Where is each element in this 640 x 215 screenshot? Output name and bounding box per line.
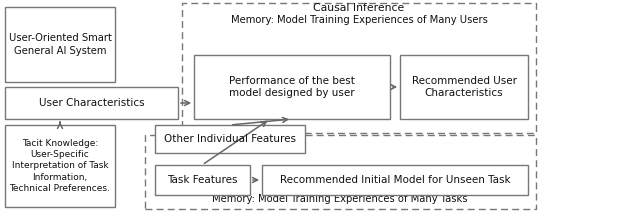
Text: Tacit Knowledge:
User-Specific
Interpretation of Task
Information,
Technical Pre: Tacit Knowledge: User-Specific Interpret… (10, 139, 111, 193)
Bar (155, 165, 250, 195)
Text: Recommended User
Characteristics: Recommended User Characteristics (412, 76, 516, 98)
Bar (5, 7, 115, 82)
Text: Recommended Initial Model for Unseen Task: Recommended Initial Model for Unseen Tas… (280, 175, 510, 185)
Text: Performance of the best
model designed by user: Performance of the best model designed b… (229, 76, 355, 98)
Bar (5, 125, 115, 207)
Bar (155, 125, 305, 153)
Text: Causal Inference: Causal Inference (314, 3, 404, 13)
Bar (262, 165, 528, 195)
Text: Meta-Learning: Meta-Learning (301, 183, 379, 193)
Text: User-Oriented Smart
General AI System: User-Oriented Smart General AI System (8, 33, 111, 56)
Text: Memory: Model Training Experiences of Many Users: Memory: Model Training Experiences of Ma… (230, 15, 488, 25)
Bar (182, 3, 536, 133)
Text: User Characteristics: User Characteristics (38, 98, 144, 108)
Bar (194, 55, 390, 119)
Text: Task Features: Task Features (167, 175, 237, 185)
Text: Memory: Model Training Experiences of Many Tasks: Memory: Model Training Experiences of Ma… (212, 194, 468, 204)
Bar (145, 135, 536, 209)
Text: Other Individual Features: Other Individual Features (164, 134, 296, 144)
Bar (400, 55, 528, 119)
Bar (5, 87, 178, 119)
